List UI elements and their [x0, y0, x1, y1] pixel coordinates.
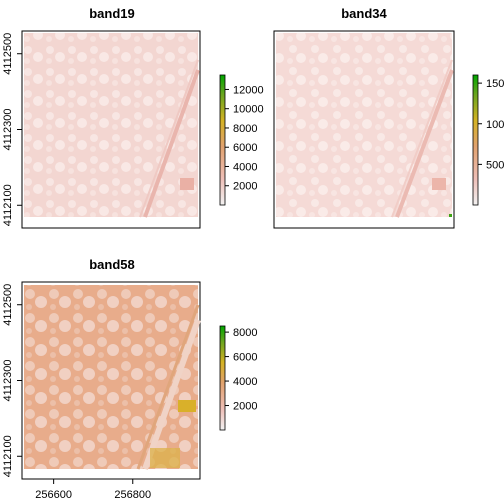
y-tick-label: 4112300: [2, 359, 14, 401]
road-edge-feature: [136, 304, 200, 470]
legend-tick-label: 6000: [233, 142, 257, 154]
high-value-pixel: [449, 214, 452, 217]
raster-image: [24, 285, 198, 469]
legend-tick-label: 10000: [233, 104, 264, 116]
legend-color-bar: [472, 74, 479, 206]
panel-band58: band58 256600 256800 4112100 4112300 411250…: [2, 257, 257, 501]
legend-tick-label: 2000: [233, 181, 257, 193]
x-tick-label: 256600: [35, 489, 72, 501]
y-tick-label: 4112300: [2, 108, 14, 150]
y-axis: 4112100 4112300 4112500: [2, 284, 22, 477]
legend-color-bar: [219, 325, 226, 431]
x-axis: 256600 256800: [35, 479, 151, 501]
legend-tick-label: 8000: [233, 327, 257, 339]
legend-color-bar: [219, 74, 226, 206]
legend-tick-label: 2000: [233, 401, 257, 413]
building-feature: [432, 178, 446, 190]
raster-image: [276, 33, 452, 217]
road-edge-feature: [391, 59, 453, 218]
road-feature: [142, 318, 201, 471]
road-feature: [143, 69, 200, 218]
x-tick-label: 256800: [114, 489, 151, 501]
building-feature: [180, 178, 194, 190]
y-tick-label: 4112100: [2, 184, 14, 226]
raster-image: [24, 33, 198, 217]
legend-tick-label: 100: [486, 119, 504, 131]
legend-tick-label: 4000: [233, 376, 257, 388]
yellow-field-feature: [150, 448, 180, 468]
legend-tick-label: 8000: [233, 123, 257, 135]
y-tick-label: 4112100: [2, 435, 14, 477]
legend-tick-label: 4000: [233, 161, 257, 173]
y-axis: 4112100 4112300 4112500: [2, 33, 22, 226]
color-legend: 2000 4000 6000 8000: [219, 325, 257, 431]
legend-tick-label: 12000: [233, 84, 264, 96]
y-tick-label: 4112500: [2, 33, 14, 75]
panel-band19: band19 4112100 4112300 4112500 2000 4000 600…: [2, 6, 264, 229]
panel-title: band19: [89, 6, 135, 21]
panel-band34: band34 500 100 150: [273, 6, 504, 229]
panel-title: band58: [89, 257, 135, 272]
color-legend: 2000 4000 6000 8000 10000 12000: [219, 74, 264, 206]
legend-tick-label: 500: [486, 159, 504, 171]
panel-title: band34: [341, 6, 387, 21]
legend-tick-label: 150: [486, 78, 504, 90]
road-edge-feature: [139, 59, 199, 218]
y-tick-label: 4112500: [2, 284, 14, 326]
road-feature: [395, 69, 454, 218]
legend-tick-label: 6000: [233, 352, 257, 364]
color-legend: 500 100 150: [472, 74, 504, 206]
yellow-roof-feature: [178, 400, 196, 412]
